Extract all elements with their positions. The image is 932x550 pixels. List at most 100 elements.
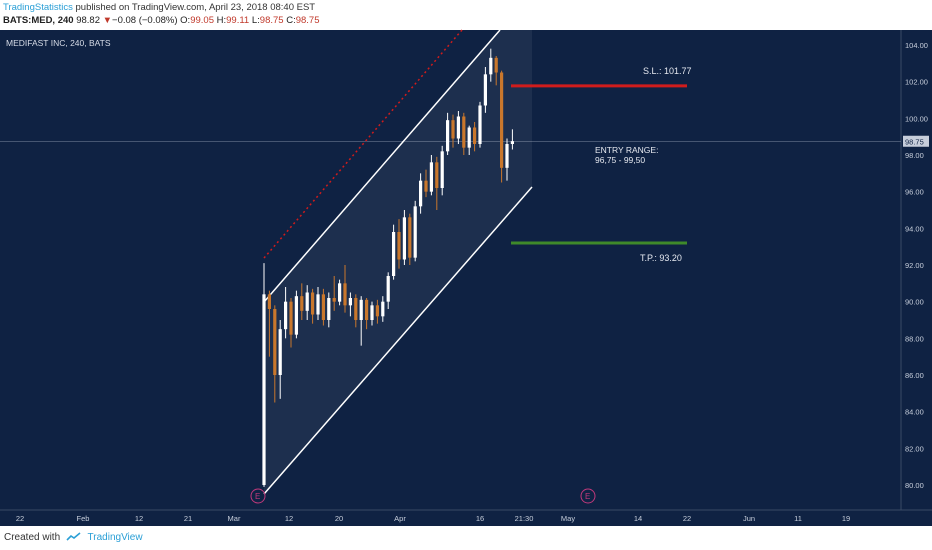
candle-body bbox=[284, 301, 288, 330]
time-tick-label: 12 bbox=[135, 514, 143, 523]
candle[interactable] bbox=[278, 320, 282, 399]
candle[interactable] bbox=[435, 156, 439, 210]
author-link[interactable]: TradingStatistics bbox=[3, 2, 73, 13]
candle[interactable] bbox=[494, 56, 498, 86]
time-tick-label: 22 bbox=[16, 514, 24, 523]
candle[interactable] bbox=[386, 272, 390, 309]
candle[interactable] bbox=[381, 296, 385, 322]
candle-body bbox=[311, 292, 315, 315]
chart-area[interactable] bbox=[0, 30, 932, 526]
candle-body bbox=[267, 294, 271, 309]
footer bbox=[0, 526, 932, 550]
low-value: 98.75 bbox=[259, 15, 284, 26]
tradingview-brand-link[interactable]: TradingView bbox=[87, 532, 143, 543]
candle-body bbox=[462, 116, 466, 148]
price-tick-label: 96.00 bbox=[905, 188, 924, 197]
candle[interactable] bbox=[478, 101, 482, 148]
candle[interactable] bbox=[375, 299, 379, 324]
candle[interactable] bbox=[348, 292, 352, 317]
candle[interactable] bbox=[289, 298, 293, 348]
candle-body bbox=[446, 120, 450, 152]
candle[interactable] bbox=[489, 48, 493, 82]
candle[interactable] bbox=[413, 200, 417, 262]
candle[interactable] bbox=[424, 169, 428, 198]
candle[interactable] bbox=[370, 301, 374, 326]
change-down-icon: ▼ bbox=[102, 15, 113, 26]
candle[interactable] bbox=[402, 210, 406, 265]
candle[interactable] bbox=[354, 294, 358, 328]
candle[interactable] bbox=[332, 276, 336, 311]
entry-range-title: ENTRY RANGE: bbox=[595, 145, 658, 155]
candle-body bbox=[467, 127, 471, 148]
time-tick-label: 16 bbox=[476, 514, 484, 523]
candle[interactable] bbox=[365, 298, 369, 330]
candle[interactable] bbox=[419, 173, 423, 214]
candle-body bbox=[435, 162, 439, 188]
candle[interactable] bbox=[262, 263, 266, 487]
channel-upper-line[interactable] bbox=[263, 29, 501, 303]
candle[interactable] bbox=[408, 213, 412, 265]
candle[interactable] bbox=[273, 305, 277, 403]
candle[interactable] bbox=[338, 279, 342, 306]
candle-body bbox=[456, 116, 460, 139]
published-text: published on TradingView.com, April 23, … bbox=[75, 2, 316, 13]
price-tick-label: 92.00 bbox=[905, 261, 924, 270]
candle[interactable] bbox=[267, 290, 271, 357]
earnings-event-letter: E bbox=[255, 492, 260, 501]
price-tick-label: 104.00 bbox=[905, 41, 928, 50]
candle[interactable] bbox=[305, 285, 309, 320]
candle[interactable] bbox=[483, 67, 487, 113]
candle[interactable] bbox=[343, 265, 347, 313]
candle[interactable] bbox=[451, 114, 455, 148]
candle[interactable] bbox=[294, 290, 298, 339]
candle[interactable] bbox=[359, 296, 363, 346]
candle[interactable] bbox=[505, 138, 509, 181]
time-tick-label: Feb bbox=[77, 514, 90, 523]
time-tick-label: Jun bbox=[743, 514, 755, 523]
candle-body bbox=[365, 299, 369, 320]
candle[interactable] bbox=[462, 112, 466, 155]
earnings-event-icon[interactable] bbox=[250, 488, 266, 504]
earnings-event-icon[interactable] bbox=[580, 488, 596, 504]
candle-body bbox=[316, 294, 320, 315]
candle[interactable] bbox=[300, 283, 304, 320]
candle[interactable] bbox=[392, 224, 396, 280]
candle[interactable] bbox=[456, 111, 460, 144]
channel-lower-line[interactable] bbox=[263, 186, 533, 495]
time-tick-label: 12 bbox=[285, 514, 293, 523]
price-axis[interactable]: 80.00 82.00 84.00 86.00 88.00 90.00 92.00 94.00… bbox=[905, 41, 928, 490]
candle[interactable] bbox=[327, 292, 331, 328]
entry-range-values: 96,75 - 99,50 bbox=[595, 155, 645, 165]
candle[interactable] bbox=[316, 287, 320, 320]
candle[interactable] bbox=[321, 288, 325, 326]
candle-body bbox=[440, 151, 444, 188]
last-price: 98.82 bbox=[76, 15, 100, 26]
candle[interactable] bbox=[440, 145, 444, 196]
candle-body bbox=[375, 305, 379, 317]
candle[interactable] bbox=[510, 129, 514, 150]
channel-dotted-line[interactable] bbox=[263, 29, 463, 259]
candle[interactable] bbox=[429, 155, 433, 196]
candle[interactable] bbox=[397, 219, 401, 269]
symbol-label: BATS:MED, 240 bbox=[3, 15, 74, 26]
candle[interactable] bbox=[473, 122, 477, 152]
time-tick-label: 11 bbox=[794, 514, 802, 523]
candle[interactable] bbox=[446, 112, 450, 155]
price-tick-label: 98.00 bbox=[905, 151, 924, 160]
time-tick-label: 21 bbox=[184, 514, 192, 523]
candle-body bbox=[494, 57, 498, 73]
candle[interactable] bbox=[284, 287, 288, 339]
time-tick-label: 21:30 bbox=[515, 514, 534, 523]
candle-body bbox=[338, 283, 342, 302]
candle-body bbox=[483, 74, 487, 106]
time-tick-label: 14 bbox=[634, 514, 642, 523]
candle-body bbox=[294, 296, 298, 335]
candle-body bbox=[451, 120, 455, 139]
candle[interactable] bbox=[467, 125, 471, 155]
candle-body bbox=[262, 294, 266, 485]
time-axis[interactable]: 22 Feb 12 21 Mar 12 20 Apr 16 21:30 May 14 22 Jun 11 19 bbox=[16, 514, 850, 523]
candle[interactable] bbox=[311, 288, 315, 324]
close-value: 98.75 bbox=[295, 15, 320, 26]
candle[interactable] bbox=[500, 70, 504, 183]
